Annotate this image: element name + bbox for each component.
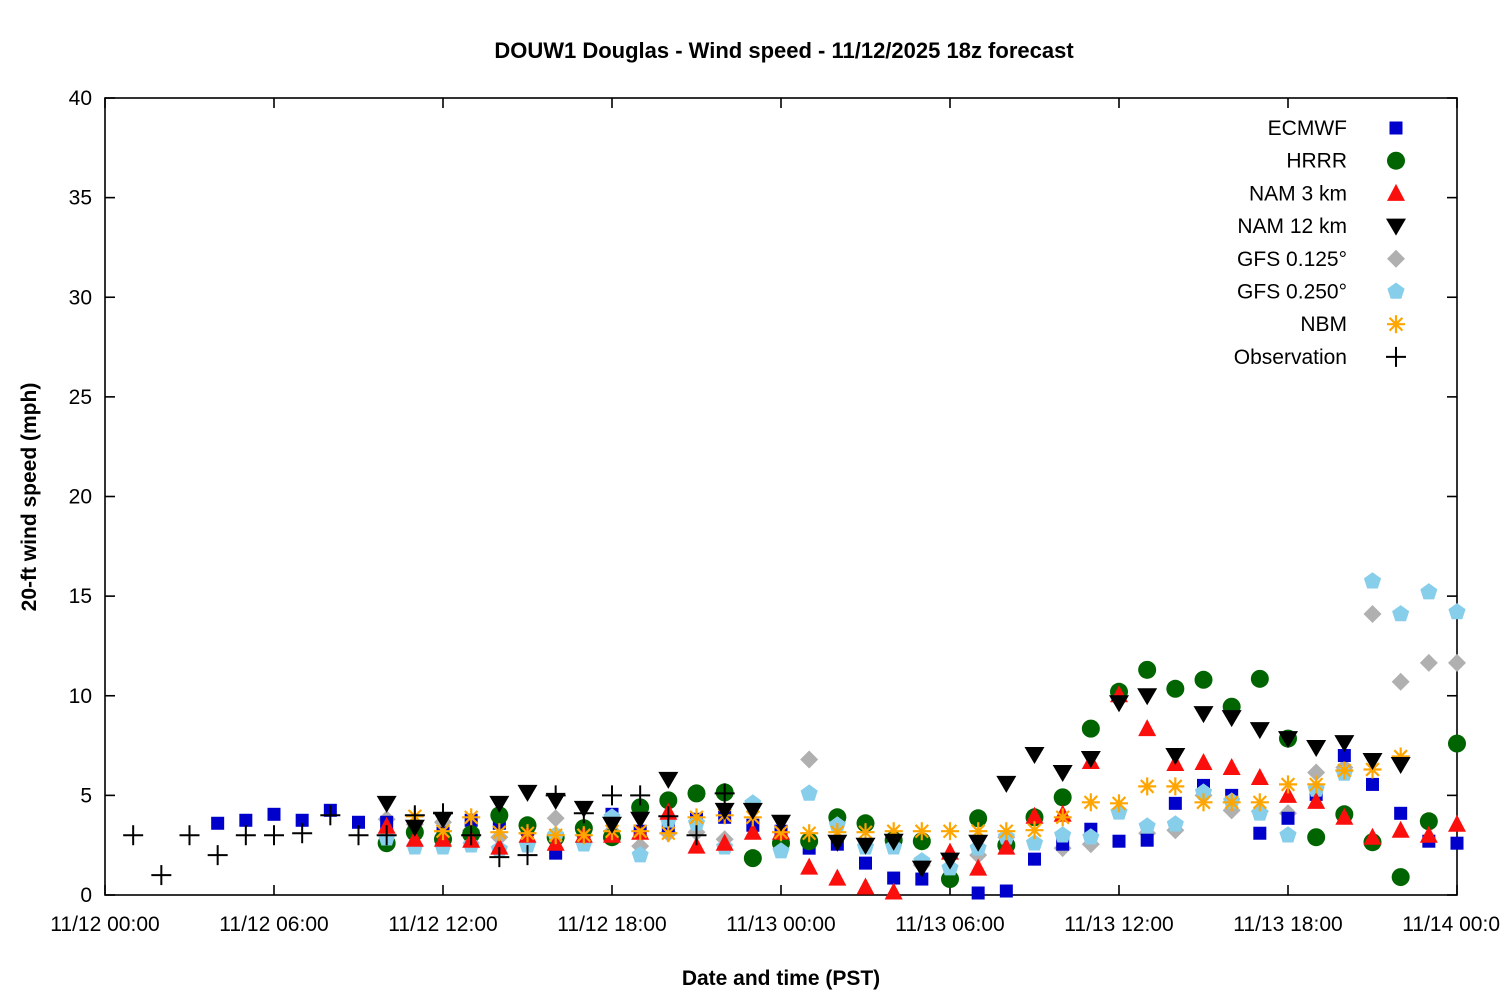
legend-label-nam-12-km: NAM 12 km [1237,215,1347,238]
y-axis-title: 20-ft wind speed (mph) [18,383,41,612]
y-tick-label: 40 [69,87,92,110]
y-tick-label: 25 [69,386,92,409]
y-tick-label: 30 [69,286,92,309]
x-tick-label: 11/12 18:00 [557,913,666,936]
chart-title: DOUW1 Douglas - Wind speed - 11/12/2025 … [494,38,1074,63]
legend-label-gfs-0-250-: GFS 0.250° [1237,281,1347,304]
y-tick-label: 5 [80,784,92,807]
legend-label-ecmwf: ECMWF [1268,117,1347,140]
x-tick-label: 11/13 18:00 [1233,913,1342,936]
legend-item-nam-12-km: NAM 12 km [1237,215,1406,238]
x-tick-label: 11/12 06:00 [219,913,328,936]
legend-item-gfs-0-250-: GFS 0.250° [1237,281,1405,304]
legend: ECMWF HRRR NAM 3 km NAM 12 km GFS 0.125° GFS … [1234,117,1406,369]
y-tick-label: 35 [69,187,92,210]
x-tick-label: 11/13 00:00 [726,913,835,936]
x-tick-label: 11/13 06:00 [895,913,1004,936]
legend-item-nam-3-km: NAM 3 km [1249,182,1405,205]
legend-label-observation: Observation [1234,346,1347,369]
plot-frame: 11/12 00:00 11/12 06:00 11/12 12:00 11/12 1… [50,87,1500,936]
legend-item-ecmwf: ECMWF [1268,117,1403,140]
legend-label-nbm: NBM [1300,313,1347,336]
y-tick-label: 10 [69,685,92,708]
legend-item-gfs-0-125-: GFS 0.125° [1237,248,1405,271]
series-observation [123,783,735,886]
legend-label-nam-3-km: NAM 3 km [1249,182,1347,205]
legend-label-hrrr: HRRR [1286,150,1347,173]
legend-item-observation: Observation [1234,346,1406,369]
data-points [123,572,1466,900]
y-tick-label: 15 [69,585,92,608]
x-tick-label: 11/12 12:00 [388,913,497,936]
x-tick-label: 11/14 00:00 [1402,913,1500,936]
legend-item-nbm: NBM [1300,313,1405,336]
x-tick-label: 11/13 12:00 [1064,913,1173,936]
y-tick-label: 20 [69,486,92,509]
legend-label-gfs-0-125-: GFS 0.125° [1237,248,1347,271]
y-tick-label: 0 [80,884,92,907]
x-tick-label: 11/12 00:00 [50,913,159,936]
legend-item-hrrr: HRRR [1286,150,1405,173]
x-axis-title: Date and time (PST) [682,967,880,990]
